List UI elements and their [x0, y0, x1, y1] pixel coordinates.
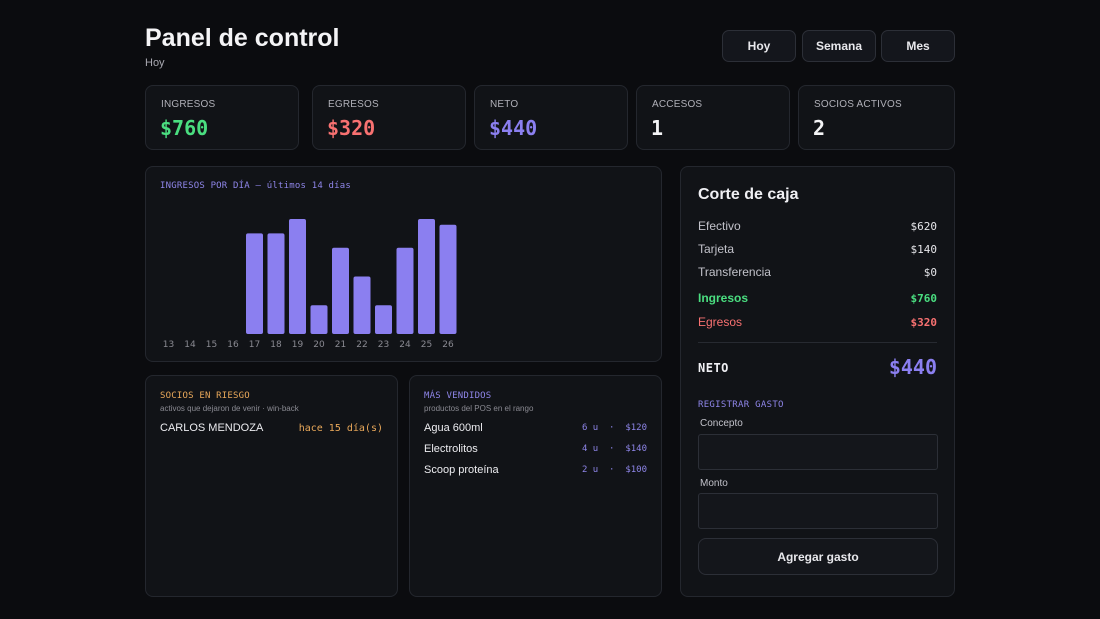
product-name: Scoop proteína [424, 464, 499, 476]
chart-x-tick-label: 26 [442, 340, 454, 350]
income-chart-card: INGRESOS POR DÍA — últimos 14 días 13 14 1… [145, 166, 662, 362]
registrar-gasto-title: REGISTRAR GASTO [698, 400, 784, 410]
corte-row-label: Efectivo [698, 219, 741, 233]
socio-name: CARLOS MENDOZA [160, 422, 264, 434]
product-total: $140 [625, 444, 647, 454]
income-bar-chart: 13 14 15 16 17 18 19 20 21 22 23 24 25 26 [163, 219, 457, 350]
corte-row-efectivo: Efectivo $620 [698, 217, 937, 235]
kpi-value: 2 [813, 116, 826, 140]
kpi-socios-activos: SOCIOS ACTIVOS 2 [798, 85, 955, 150]
list-item: Scoop proteína 2 u · $100 [424, 462, 647, 478]
chart-bar [418, 219, 435, 334]
vendidos-subtitle: productos del POS en el rango [424, 404, 534, 413]
corte-ingresos-value: $760 [910, 291, 938, 305]
list-item[interactable]: CARLOS MENDOZA hace 15 día(s) [160, 422, 383, 434]
neto-label: NETO [698, 361, 729, 375]
chart-x-tick-label: 22 [356, 340, 367, 350]
product-name: Electrolitos [424, 443, 478, 455]
monto-input[interactable] [698, 493, 938, 529]
chart-title: INGRESOS POR DÍA — últimos 14 días [160, 181, 352, 191]
concepto-label: Concepto [700, 418, 743, 429]
chart-bar [396, 247, 414, 334]
product-meta: 6 u · $120 [581, 423, 647, 433]
neto-value: $440 [888, 355, 937, 379]
chart-bar [375, 305, 392, 334]
kpi-label: INGRESOS [161, 99, 216, 110]
kpi-accesos: ACCESOS 1 [636, 85, 790, 150]
chart-x-tick-label: 15 [206, 340, 217, 350]
chart-x-tick-label: 21 [335, 340, 346, 350]
monto-label: Monto [700, 478, 728, 489]
kpi-egresos: EGRESOS $320 [312, 85, 466, 150]
corte-row-tarjeta: Tarjeta $140 [698, 240, 937, 258]
corte-de-caja-card: Corte de caja Efectivo $620 Tarjeta $140… [680, 166, 955, 597]
chart-x-tick-label: 16 [227, 340, 239, 350]
chart-bar [246, 233, 263, 334]
page-title: Panel de control [145, 24, 340, 52]
product-total: $100 [625, 465, 647, 475]
list-item: Agua 600ml 6 u · $120 [424, 420, 647, 436]
kpi-ingresos: INGRESOS $760 [145, 85, 299, 150]
chart-x-tick-label: 18 [270, 340, 282, 350]
chart-x-tick-label: 13 [163, 340, 174, 350]
product-qty: 6 u [581, 423, 599, 433]
socios-en-riesgo-card: SOCIOS EN RIESGO activos que dejaron de … [145, 375, 398, 597]
corte-row-egresos: Egresos $320 [698, 313, 937, 331]
product-qty: 4 u [581, 444, 599, 454]
product-meta: 4 u · $140 [581, 444, 647, 454]
product-meta: 2 u · $100 [581, 465, 647, 475]
chart-bar [267, 233, 285, 334]
chart-x-tick-label: 19 [292, 340, 304, 350]
corte-row-transferencia: Transferencia $0 [698, 263, 937, 281]
chart-x-tick-label: 23 [378, 340, 389, 350]
corte-row-label: Transferencia [698, 265, 771, 279]
corte-title: Corte de caja [698, 186, 799, 203]
mas-vendidos-card: MÁS VENDIDOS productos del POS en el ran… [409, 375, 662, 597]
kpi-label: EGRESOS [328, 99, 379, 110]
kpi-label: SOCIOS ACTIVOS [814, 99, 902, 110]
range-hoy-button[interactable]: Hoy [722, 30, 796, 62]
product-qty: 2 u [581, 465, 599, 475]
concepto-input[interactable] [698, 434, 938, 470]
kpi-value: 1 [651, 116, 664, 140]
kpi-label: ACCESOS [652, 99, 703, 110]
chart-bar [439, 224, 457, 334]
corte-row-value: $140 [910, 242, 938, 256]
chart-bar [332, 247, 349, 334]
page-subtitle: Hoy [145, 57, 165, 69]
vendidos-title: MÁS VENDIDOS [424, 391, 492, 401]
agregar-gasto-button[interactable]: Agregar gasto [698, 538, 938, 575]
chart-bar [310, 305, 328, 334]
chart-x-tick-label: 24 [399, 340, 411, 350]
divider [698, 342, 937, 343]
chart-bar [353, 276, 371, 334]
kpi-value: $320 [327, 116, 376, 140]
corte-row-label: Tarjeta [698, 242, 735, 256]
chart-x-tick-label: 25 [421, 340, 432, 350]
kpi-label: NETO [490, 99, 519, 110]
chart-x-tick-label: 14 [184, 340, 196, 350]
chart-x-tick-label: 20 [313, 340, 325, 350]
corte-egresos-label: Egresos [698, 315, 743, 329]
corte-row-value: $620 [910, 219, 938, 233]
list-item: Electrolitos 4 u · $140 [424, 441, 647, 457]
corte-ingresos-label: Ingresos [698, 291, 749, 305]
kpi-value: $760 [160, 116, 209, 140]
range-semana-button[interactable]: Semana [802, 30, 876, 62]
product-name: Agua 600ml [424, 422, 483, 434]
socio-days: hace 15 día(s) [298, 422, 383, 434]
corte-egresos-value: $320 [910, 315, 938, 329]
chart-bar [289, 219, 306, 334]
range-mes-button[interactable]: Mes [881, 30, 955, 62]
corte-row-value: $0 [923, 265, 937, 279]
chart-x-tick-label: 17 [249, 340, 260, 350]
product-total: $120 [625, 423, 647, 433]
riesgo-title: SOCIOS EN RIESGO [160, 391, 250, 401]
kpi-neto: NETO $440 [474, 85, 628, 150]
corte-row-ingresos: Ingresos $760 [698, 289, 937, 307]
riesgo-subtitle: activos que dejaron de venir · win-back [160, 404, 299, 413]
kpi-value: $440 [489, 116, 538, 140]
